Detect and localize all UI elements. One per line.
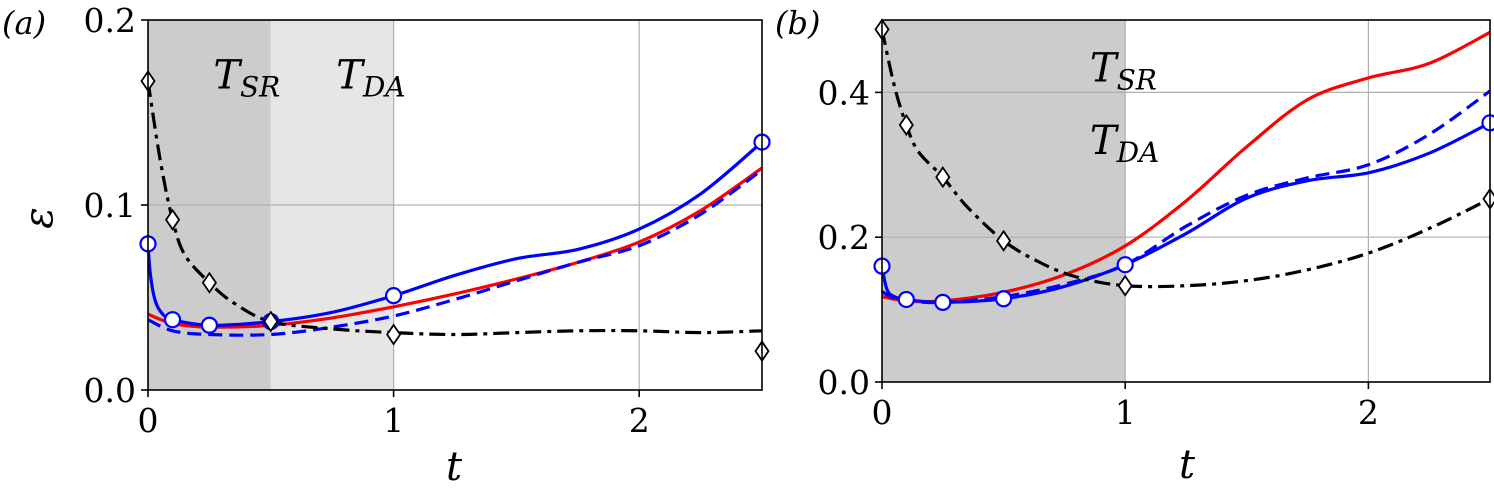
panel-a-annotations: TSR TDA xyxy=(213,52,405,103)
y-tick-label-2: 0.2 xyxy=(84,1,136,40)
annotation-tda: TDA xyxy=(336,52,405,103)
diamond-marker-3-4 xyxy=(386,323,402,346)
circle-marker-2-4 xyxy=(385,287,403,305)
x-tick-label-0: 0 xyxy=(138,401,159,440)
panel-b-xlabel: t xyxy=(1179,442,1196,488)
diamond-marker-3-2 xyxy=(935,166,951,189)
x-tick-label-2: 2 xyxy=(1358,393,1379,432)
panel-a-ylabel: ε xyxy=(16,207,62,228)
y-tick-label-1: 0.1 xyxy=(84,186,136,225)
panel-a-ticks: 0 1 2 0.0 0.1 0.2 xyxy=(84,1,650,440)
series-line-2 xyxy=(882,121,1490,305)
annotation-tda: TDA xyxy=(1090,118,1159,169)
circle-marker-2-2 xyxy=(200,316,218,334)
panel-b-annotations: TSR TDA xyxy=(1090,46,1159,169)
diamond-marker-3-3 xyxy=(263,310,279,333)
annotation-tsr: TSR xyxy=(213,52,280,103)
circle-marker-2-3 xyxy=(994,290,1013,308)
diamond-marker-3-1 xyxy=(164,208,181,231)
shaded-region-0 xyxy=(882,20,1126,382)
x-tick-label-1: 1 xyxy=(1115,393,1136,432)
y-tick-label-1: 0.2 xyxy=(818,218,870,257)
y-tick-label-2: 0.4 xyxy=(818,73,870,112)
diamond-marker-3-4 xyxy=(1117,274,1133,297)
x-tick-label-0: 0 xyxy=(872,393,893,432)
diamond-marker-3-5 xyxy=(1482,187,1494,210)
circle-marker-2-5 xyxy=(1481,114,1494,132)
circle-marker-2-4 xyxy=(1116,256,1134,274)
diamond-marker-3-2 xyxy=(201,271,217,294)
panel-a-xlabel: t xyxy=(446,444,463,490)
annotation-tsr: TSR xyxy=(1090,46,1157,97)
panel-b-frame xyxy=(881,19,1491,383)
panel-a-label: (a) xyxy=(2,4,46,42)
panel-b-label: (b) xyxy=(775,4,820,42)
circle-marker-2-2 xyxy=(934,293,952,311)
panel-b-grid xyxy=(882,20,1490,382)
series-line-3 xyxy=(882,29,1490,289)
panel-b-ticks: 0 1 2 0.0 0.2 0.4 xyxy=(818,73,1379,432)
panel-a-markers xyxy=(139,69,771,363)
circle-marker-2-1 xyxy=(163,311,182,329)
diamond-marker-3-3 xyxy=(996,229,1012,252)
panel-b: 0 1 2 0.0 0.2 0.4 TSR TDA (b) t xyxy=(775,4,1494,488)
series-line-1 xyxy=(148,168,762,337)
diamond-marker-3-1 xyxy=(898,113,914,137)
series-line-2 xyxy=(148,140,762,327)
panel-a: 0 1 2 0.0 0.1 0.2 TSR TDA (a) ε t xyxy=(2,1,771,490)
panel-b-shaded-regions xyxy=(882,20,1126,382)
y-tick-label-0: 0.0 xyxy=(84,371,136,410)
circle-marker-2-1 xyxy=(897,290,915,309)
y-tick-label-0: 0.0 xyxy=(818,363,870,402)
x-tick-label-1: 1 xyxy=(383,401,404,440)
x-tick-label-2: 2 xyxy=(629,401,650,440)
